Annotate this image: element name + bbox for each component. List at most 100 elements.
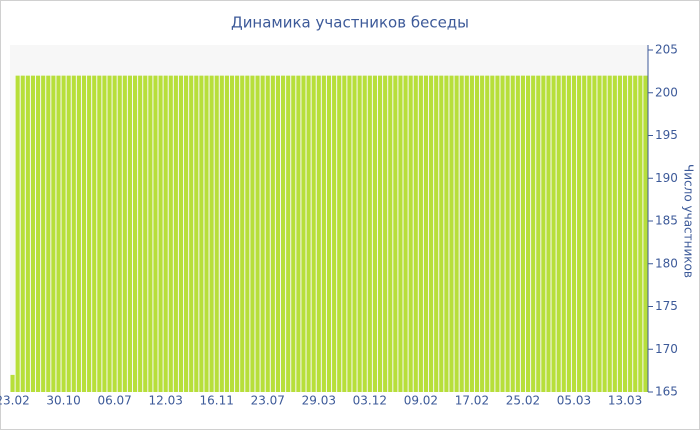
y-tick-label: 180 xyxy=(655,256,678,270)
bar xyxy=(51,75,56,393)
bar xyxy=(372,75,377,393)
bar xyxy=(209,75,214,393)
bar xyxy=(36,75,41,393)
bar xyxy=(500,75,505,393)
x-tick-label: 17.02 xyxy=(455,394,489,408)
bar xyxy=(275,75,281,393)
bar xyxy=(71,75,76,393)
bar xyxy=(41,75,46,393)
bar xyxy=(342,75,347,393)
bar xyxy=(531,75,536,393)
bar xyxy=(337,75,342,393)
bar xyxy=(122,75,127,393)
bar xyxy=(459,75,464,393)
bar xyxy=(597,75,602,393)
bar xyxy=(112,75,117,393)
bar xyxy=(388,75,393,393)
bar xyxy=(270,75,275,393)
bar xyxy=(577,75,582,393)
bar xyxy=(97,75,102,393)
bar xyxy=(454,75,459,393)
bar xyxy=(551,75,556,393)
bar xyxy=(25,75,30,393)
bar xyxy=(61,75,66,393)
bar xyxy=(612,75,617,393)
bar xyxy=(469,75,474,393)
bar xyxy=(286,75,291,393)
y-tick-label: 195 xyxy=(655,128,678,142)
bar xyxy=(81,75,87,393)
y-tick-label: 165 xyxy=(655,385,678,399)
bar xyxy=(444,75,449,393)
chart-title: Динамика участников беседы xyxy=(231,14,469,32)
bar xyxy=(76,75,81,393)
bar xyxy=(571,75,577,393)
x-tick-label: 12.03 xyxy=(148,394,182,408)
bar xyxy=(321,75,326,393)
bar xyxy=(92,75,97,393)
bar xyxy=(163,75,168,393)
bar xyxy=(638,75,643,393)
bar xyxy=(189,75,194,393)
y-tick-label: 175 xyxy=(655,299,678,313)
bar xyxy=(383,75,388,393)
bar xyxy=(316,75,321,393)
bar xyxy=(265,75,270,393)
bar xyxy=(20,75,25,393)
bar xyxy=(464,75,469,393)
bar xyxy=(434,75,439,393)
bar xyxy=(102,75,107,393)
bar xyxy=(423,75,429,393)
x-tick-label: 16.11 xyxy=(200,394,234,408)
bar xyxy=(184,75,189,393)
bar xyxy=(607,75,612,393)
bar xyxy=(296,75,301,393)
bar xyxy=(515,75,520,393)
bar xyxy=(199,75,204,393)
bar xyxy=(347,75,352,393)
bar xyxy=(490,75,495,393)
bar xyxy=(291,75,296,393)
y-tick-label: 170 xyxy=(655,342,678,356)
bar xyxy=(556,75,561,393)
bar xyxy=(153,75,158,393)
bar xyxy=(229,75,235,393)
bar xyxy=(622,75,628,393)
bar xyxy=(306,75,311,393)
bar xyxy=(117,75,122,393)
bar xyxy=(224,75,229,393)
bar xyxy=(602,75,607,393)
y-tick-label: 185 xyxy=(655,214,678,228)
bar xyxy=(127,75,132,393)
bar xyxy=(403,75,408,393)
bar xyxy=(367,75,372,393)
bar xyxy=(255,75,260,393)
bar xyxy=(143,75,148,393)
bar xyxy=(628,75,633,393)
x-tick-label: 05.03 xyxy=(557,394,591,408)
bar xyxy=(541,75,546,393)
bar xyxy=(561,75,566,393)
bar xyxy=(362,75,367,393)
bar xyxy=(592,75,597,393)
bar xyxy=(204,75,209,393)
bar xyxy=(260,75,265,393)
bar xyxy=(495,75,500,393)
bar xyxy=(536,75,541,393)
bar xyxy=(393,75,398,393)
bar xyxy=(449,75,454,393)
bar xyxy=(173,75,178,393)
bar xyxy=(30,75,36,393)
bar xyxy=(107,75,112,393)
bar xyxy=(408,75,413,393)
bar xyxy=(526,75,531,393)
bar xyxy=(66,75,71,393)
bar xyxy=(158,75,163,393)
bar xyxy=(357,75,362,393)
bar xyxy=(219,75,224,393)
bar xyxy=(148,75,153,393)
x-tick-label: 03.12 xyxy=(353,394,387,408)
bar xyxy=(132,75,138,393)
bar xyxy=(505,75,510,393)
y-tick-label: 200 xyxy=(655,85,678,99)
